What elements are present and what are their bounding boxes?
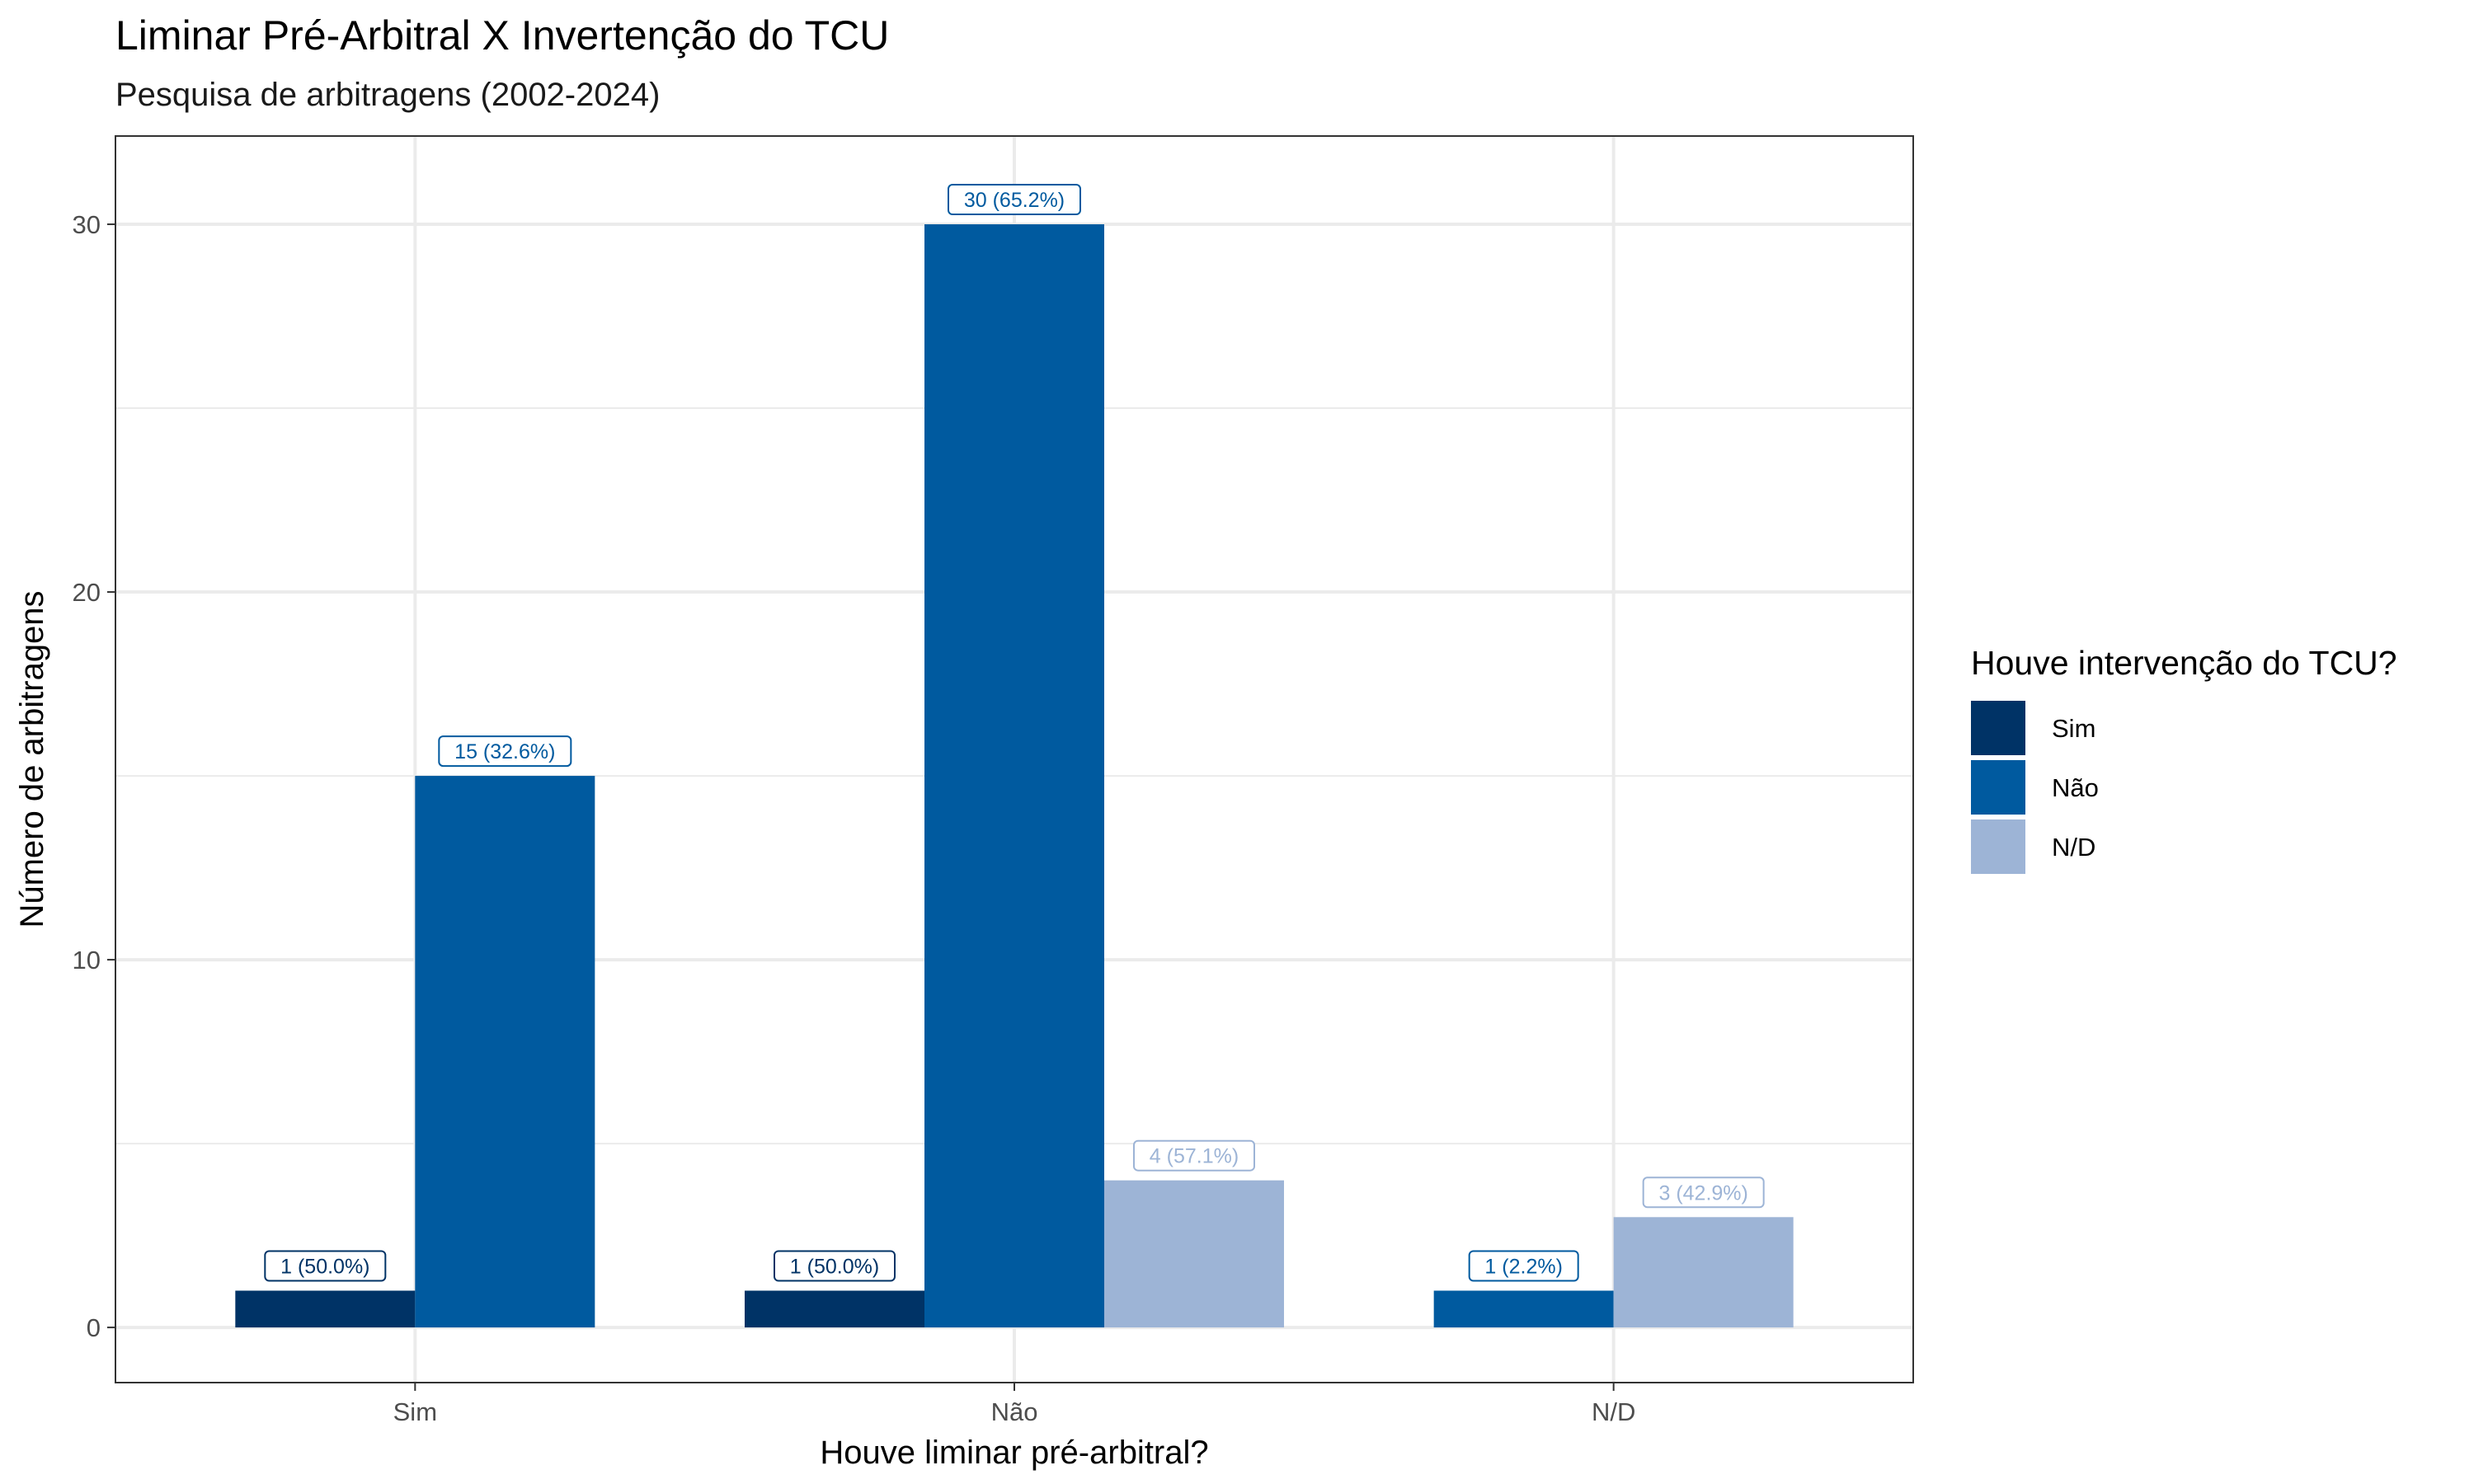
- legend: Houve intervenção do TCU? Sim Não N/D: [1971, 644, 2397, 874]
- bars: [235, 224, 1794, 1328]
- y-tick-label: 30: [73, 210, 101, 239]
- legend-key: [1971, 819, 2025, 874]
- x-axis: Sim Não N/D: [393, 1383, 1635, 1426]
- bar: [235, 1290, 416, 1328]
- chart-subtitle: Pesquisa de arbitragens (2002-2024): [115, 77, 660, 113]
- data-label: 1 (50.0%): [280, 1255, 369, 1278]
- y-axis: 0 10 20 30: [73, 210, 115, 1342]
- x-tick-label: Não: [991, 1397, 1038, 1426]
- y-tick-label: 0: [87, 1313, 101, 1342]
- legend-title: Houve intervenção do TCU?: [1971, 644, 2397, 682]
- data-label-box: [1133, 1139, 1255, 1172]
- x-tick-label: Sim: [393, 1397, 437, 1426]
- data-label: 30 (65.2%): [964, 189, 1065, 212]
- data-label-box: [948, 184, 1081, 216]
- data-label-box: [1642, 1176, 1765, 1209]
- data-label-box: [438, 735, 572, 768]
- data-label: 1 (50.0%): [790, 1255, 879, 1278]
- data-label-box: [264, 1250, 387, 1282]
- y-axis-title: Número de arbitragens: [14, 590, 50, 928]
- bar: [1433, 1290, 1614, 1328]
- data-labels: 1 (50.0%) 15 (32.6%) 1 (50.0%) 30 (65.2%) 4 …: [264, 184, 1765, 1282]
- y-tick-label: 20: [73, 578, 101, 607]
- legend-label: Sim: [2052, 714, 2095, 743]
- chart-title: Liminar Pré-Arbitral X Invertenção do TC…: [115, 12, 889, 59]
- data-label: 3 (42.9%): [1658, 1181, 1747, 1205]
- data-label: 1 (2.2%): [1484, 1255, 1562, 1278]
- data-label: 4 (57.1%): [1150, 1145, 1239, 1168]
- x-axis-title: Houve liminar pré-arbitral?: [820, 1435, 1208, 1471]
- data-label-box: [774, 1250, 896, 1282]
- data-label: 15 (32.6%): [454, 740, 555, 763]
- legend-label: Não: [2052, 773, 2099, 802]
- x-tick-label: N/D: [1592, 1397, 1635, 1426]
- data-label-box: [1468, 1250, 1579, 1282]
- legend-key: [1971, 701, 2025, 755]
- bar: [1613, 1217, 1794, 1328]
- y-tick-label: 10: [73, 946, 101, 974]
- bar: [924, 224, 1104, 1328]
- bar: [1104, 1180, 1284, 1328]
- bar: [745, 1290, 924, 1328]
- legend-label: N/D: [2052, 833, 2095, 862]
- legend-key: [1971, 760, 2025, 815]
- bar: [415, 776, 595, 1328]
